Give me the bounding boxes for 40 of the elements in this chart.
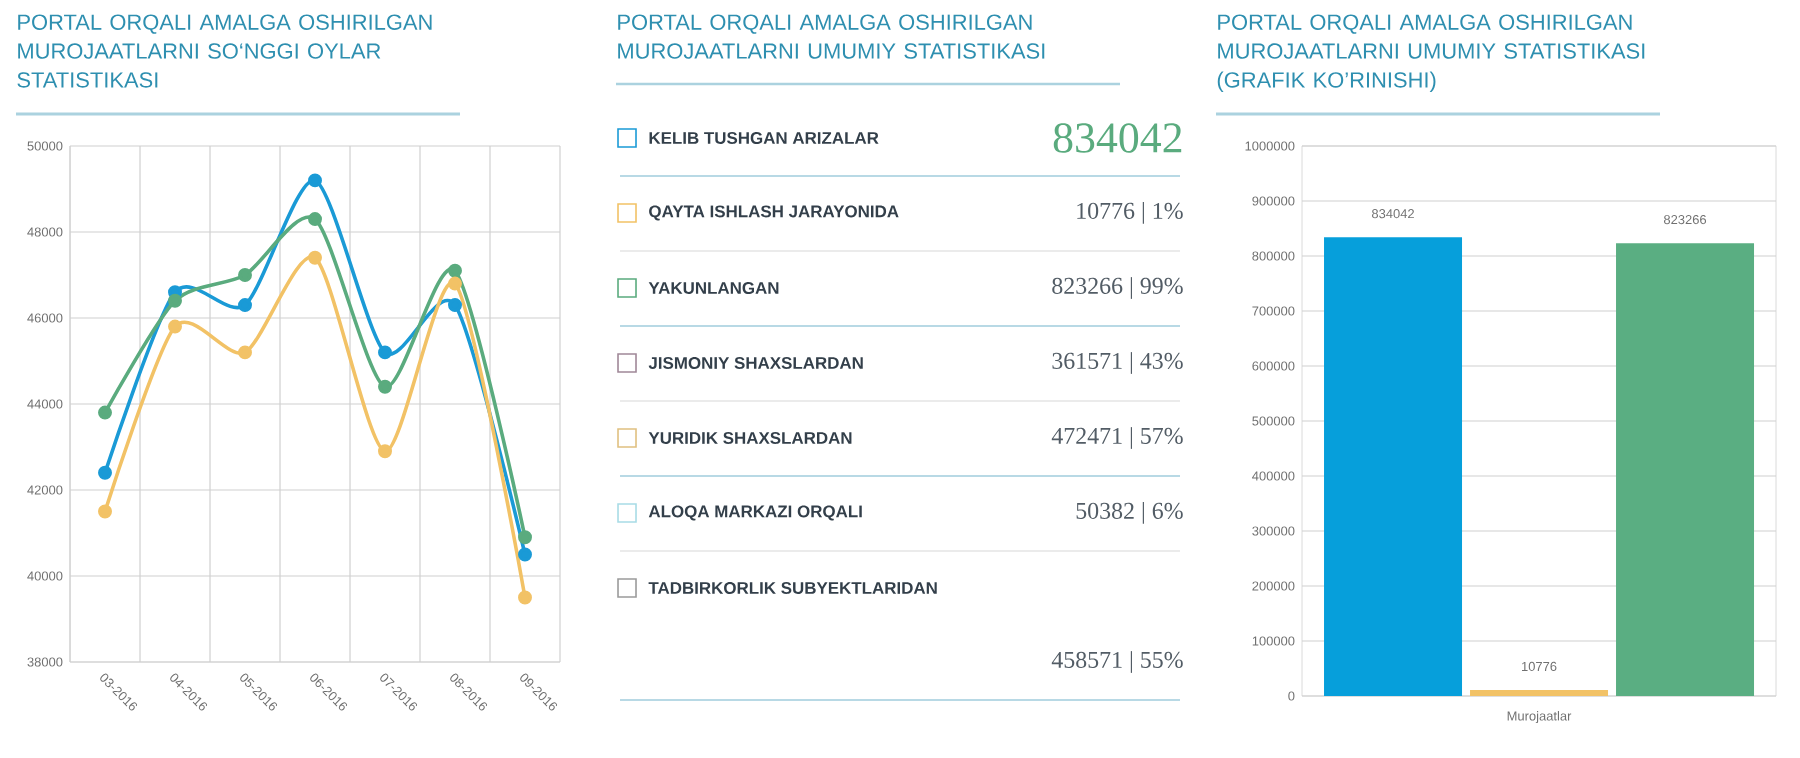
point <box>448 298 462 313</box>
point <box>308 173 322 188</box>
text: PORTAL ORQALI AMALGA OSHIRILGAN MUROJAATLARNI UMUMIY STATISTIKASI <box>618 14 1045 59</box>
point <box>518 530 532 545</box>
point <box>238 298 252 313</box>
text: 472471 | 57% <box>1051 427 1183 449</box>
text: 361571 | 43% <box>1052 352 1183 374</box>
point <box>518 547 532 562</box>
chart-title: PORTAL ORQALI AMALGA OSHIRILGAN MUROJAATLARNI UMUMIY STATISTIKASI (GRAFIK KO’RINISHI) <box>1217 14 1645 93</box>
point <box>238 268 252 282</box>
text: 50382 | 6% <box>1076 502 1183 524</box>
point <box>98 465 112 480</box>
chart-title: PORTAL ORQALI AMALGA OSHIRILGAN MUROJAATLARNI SO‘NGGI OYLAR STATISTIKASI <box>17 14 432 88</box>
point <box>308 250 322 265</box>
point <box>98 405 112 420</box>
bar <box>1616 243 1755 696</box>
point <box>378 345 392 360</box>
text: YAKUNLANGAN <box>648 282 779 294</box>
text: 458571 | 55% <box>1051 651 1183 673</box>
text: QAYTA ISHLASH JARAYONIDA <box>649 205 899 221</box>
point <box>448 276 462 291</box>
point <box>98 504 112 519</box>
text: TADBIRKORLIK SUBYEKTLARIDAN <box>648 582 937 594</box>
text: ALOQA MARKAZI ORQALI <box>648 505 862 521</box>
point <box>168 319 182 334</box>
point <box>308 212 322 227</box>
text: 823266 | 99% <box>1052 277 1183 299</box>
point <box>378 379 392 394</box>
bar <box>1324 237 1463 696</box>
point <box>378 444 392 459</box>
point <box>448 263 462 278</box>
bar <box>1470 690 1609 696</box>
point <box>168 293 182 308</box>
text: 10776 | 1% <box>1077 202 1183 224</box>
text: KELIB TUSHGAN ARIZALAR <box>649 132 879 144</box>
text: YURIDIK SHAXSLARDAN <box>648 432 852 444</box>
point <box>238 345 252 360</box>
point <box>518 590 532 605</box>
text: JISMONIY SHAXSLARDAN <box>648 357 863 369</box>
text: 834042 <box>1053 123 1182 153</box>
